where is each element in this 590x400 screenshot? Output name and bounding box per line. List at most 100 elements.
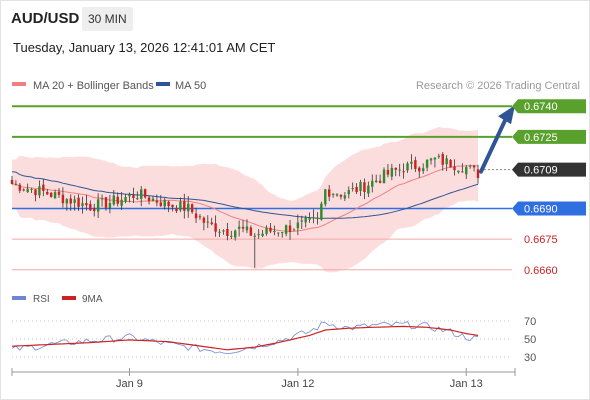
rsi-line — [11, 320, 479, 354]
candle-body — [77, 197, 80, 207]
candle-body — [343, 195, 347, 199]
interval-badge[interactable]: 30 MIN — [82, 7, 133, 31]
candle-body — [22, 189, 25, 191]
candle-body — [69, 198, 72, 204]
candle-body — [179, 201, 182, 211]
candle-body — [85, 203, 88, 206]
support-level-label: 0.6675 — [524, 234, 558, 246]
candle-body — [34, 189, 37, 196]
support-level-label: 0.6660 — [524, 265, 558, 277]
candle-body — [359, 181, 362, 191]
target-level-label: 0.6740 — [524, 101, 558, 113]
candle-body — [465, 167, 468, 175]
candle-body — [453, 166, 456, 171]
rsi-ma-legend-label: 9MA — [82, 294, 103, 305]
timestamp: Tuesday, January 13, 2026 12:41:01 AM CE… — [13, 40, 276, 55]
ma50-legend-swatch — [156, 82, 170, 86]
candle-body — [81, 203, 84, 207]
price-level-labels: 0.6740 0.6725 0.6709 0.6690 0.6675 0.6660 — [512, 99, 586, 277]
candle-body — [210, 222, 213, 225]
candle-body — [335, 194, 339, 196]
candle-body — [304, 218, 307, 223]
candlesticks — [10, 152, 480, 268]
candle-body — [273, 230, 276, 232]
candle-body — [108, 202, 112, 208]
candle-body — [445, 158, 448, 165]
target-level-label: 0.6725 — [524, 132, 558, 144]
candle-body — [14, 184, 18, 186]
candle-body — [155, 200, 159, 203]
candle-body — [241, 226, 245, 229]
x-axis-tick-label: Jan 13 — [450, 378, 483, 390]
candle-body — [398, 169, 401, 171]
candle-body — [390, 167, 394, 177]
candle-body — [61, 194, 65, 204]
forecast-arrow — [479, 105, 515, 174]
candle-body — [132, 195, 135, 198]
candle-body — [214, 223, 217, 232]
candle-body — [300, 220, 303, 222]
candle-body — [394, 167, 397, 170]
candle-body — [476, 169, 480, 179]
candle-body — [261, 233, 264, 236]
x-axis-tick-label: Jan 12 — [281, 378, 314, 390]
rsi-lines — [11, 320, 479, 354]
candle-body — [468, 165, 472, 167]
candle-body — [73, 199, 76, 203]
candle-body — [175, 207, 178, 212]
candle-body — [112, 195, 116, 205]
arrow-head — [498, 105, 515, 125]
candle-body — [116, 196, 119, 204]
candle-body — [46, 191, 49, 195]
candle-body — [288, 225, 292, 233]
candle-body — [410, 161, 413, 164]
candle-body — [249, 227, 253, 236]
arrow-shaft — [479, 114, 509, 174]
candle-body — [414, 160, 417, 169]
candle-body — [351, 187, 354, 189]
candle-body — [324, 189, 327, 205]
candle-body — [163, 199, 166, 207]
x-axis-tick-label: Jan 9 — [116, 378, 143, 390]
candle-body — [143, 189, 147, 198]
candle-body — [284, 225, 288, 234]
candle-body — [93, 208, 96, 212]
candle-body — [187, 203, 190, 212]
candle-body — [96, 199, 100, 212]
candle-body — [65, 199, 69, 204]
candle-body — [265, 227, 268, 234]
rsi-tick-label: 50 — [524, 334, 536, 346]
candle-body — [120, 199, 123, 206]
candle-body — [104, 197, 108, 208]
rsi-legend-label: RSI — [33, 294, 50, 305]
candle-body — [347, 190, 350, 195]
candle-body — [429, 158, 433, 161]
target-level-tag — [512, 129, 586, 144]
candle-body — [437, 155, 441, 157]
candle-body — [449, 160, 452, 168]
ma20-legend-swatch — [12, 82, 26, 86]
rsi-legend: RSI 9MA — [12, 294, 103, 305]
moving-averages — [11, 164, 479, 233]
candle-body — [425, 159, 429, 168]
rsi-grid: 70 50 30 — [12, 316, 536, 364]
candle-body — [183, 201, 186, 211]
candle-body — [124, 197, 127, 202]
candle-body — [320, 203, 323, 220]
candle-body — [253, 235, 257, 237]
candle-body — [151, 198, 155, 202]
candle-body — [159, 202, 163, 207]
chart-legend: MA 20 + Bollinger Bands MA 50 Research ©… — [12, 80, 580, 92]
candle-body — [257, 234, 260, 236]
candle-body — [100, 198, 104, 200]
bollinger-band — [12, 126, 478, 273]
candle-body — [198, 216, 202, 218]
ma50-legend-label: MA 50 — [175, 80, 206, 92]
candle-body — [237, 226, 241, 229]
pivot-level-label: 0.6690 — [524, 203, 558, 215]
candle-body — [10, 179, 14, 185]
candle-body — [18, 184, 22, 191]
ma50-line — [11, 171, 479, 219]
ma20-legend-label: MA 20 + Bollinger Bands — [33, 80, 154, 92]
candle-body — [457, 170, 460, 173]
